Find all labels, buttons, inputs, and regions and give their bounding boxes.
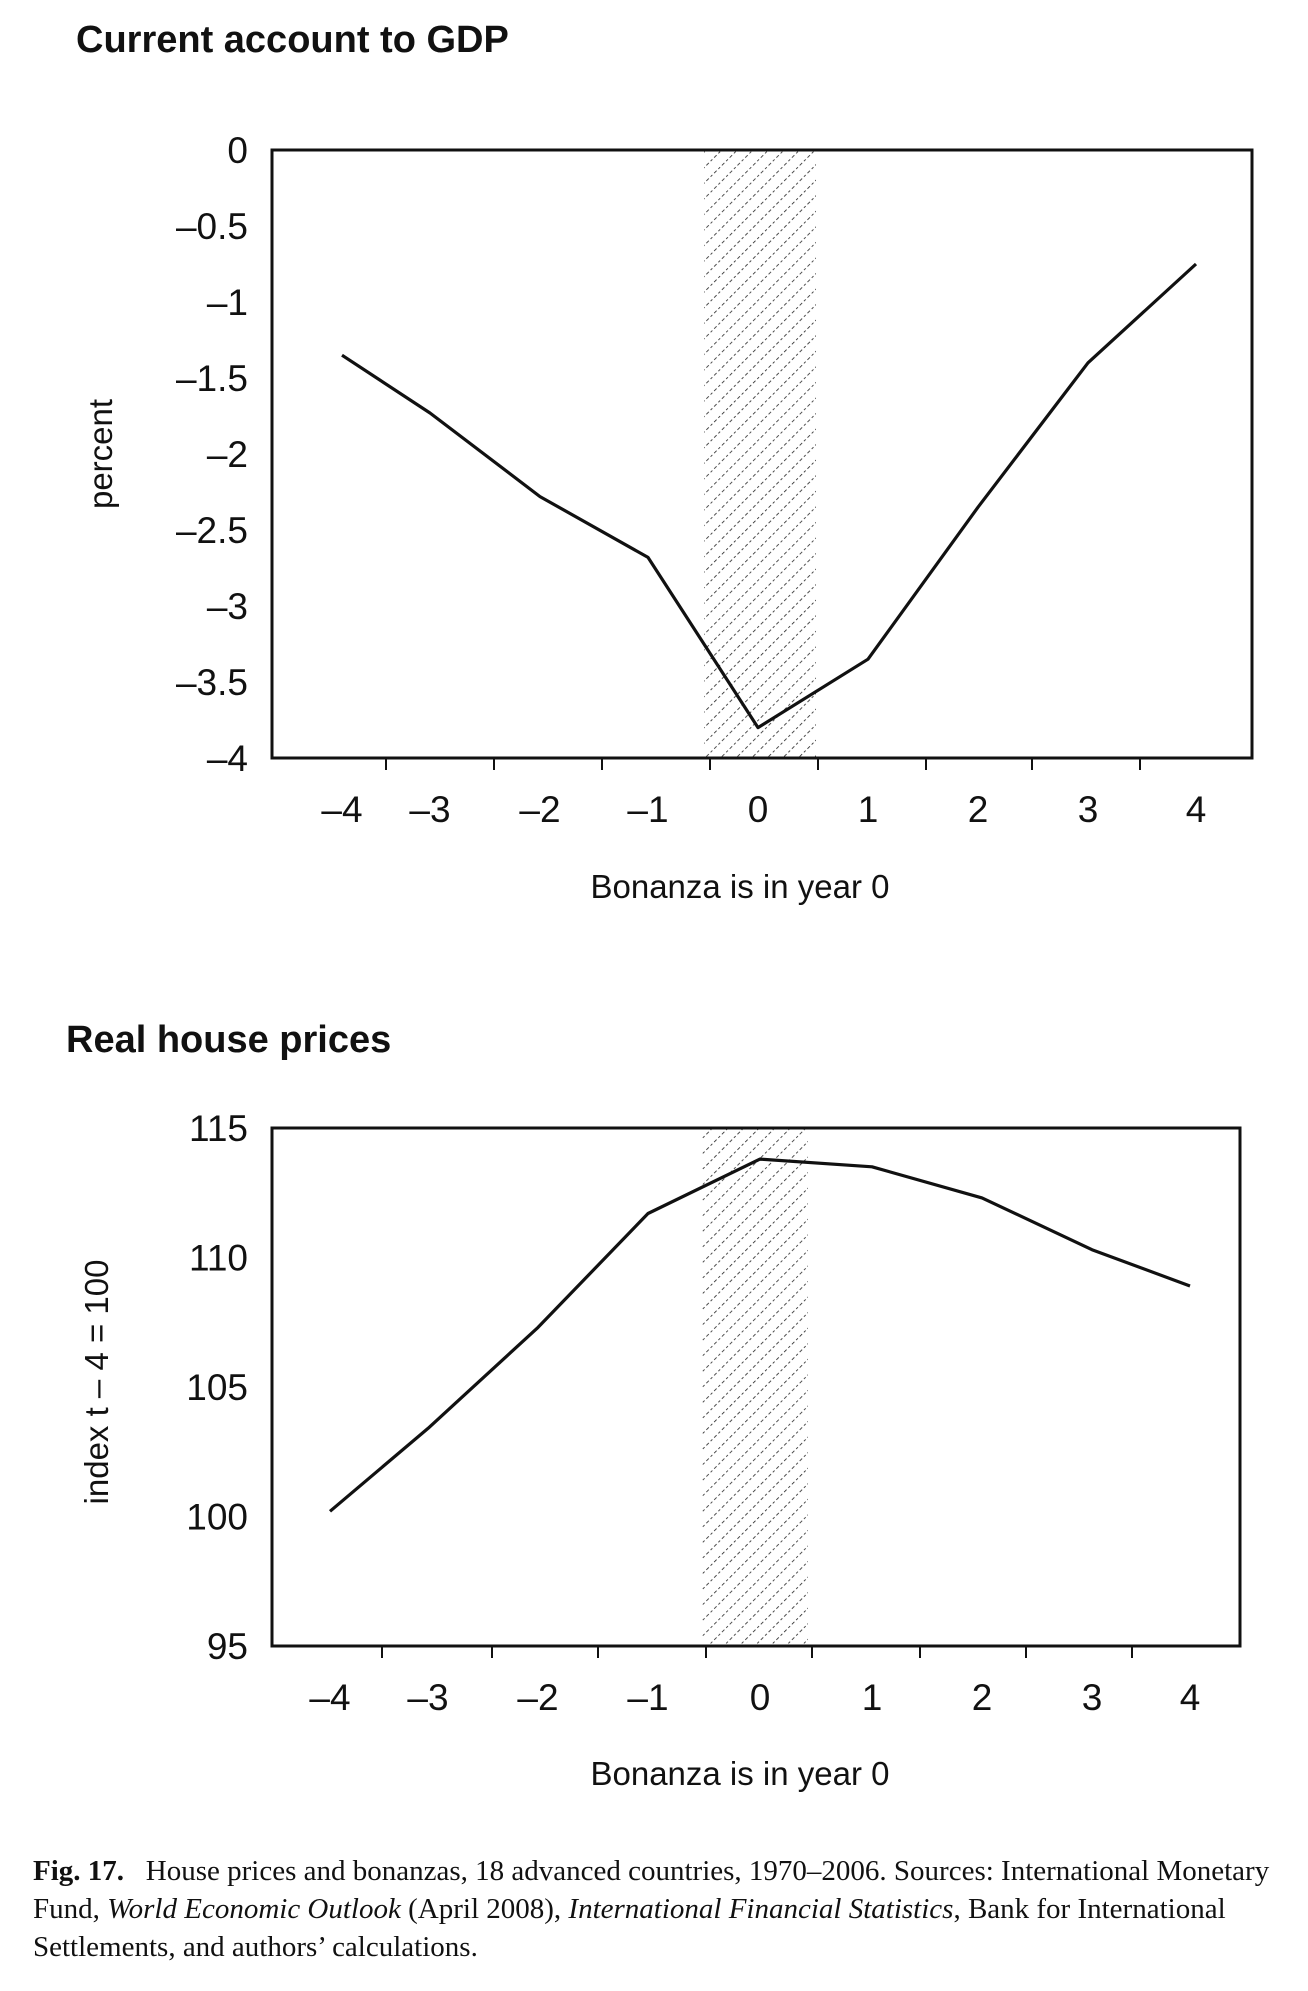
- y-axis-label: index t – 4 = 100: [78, 1260, 115, 1505]
- x-tick-label: –3: [409, 789, 450, 830]
- x-tick-label: –1: [627, 1677, 668, 1718]
- y-tick-label: –1: [207, 282, 248, 323]
- y-tick-label: 95: [207, 1626, 248, 1667]
- x-tick-label: 1: [858, 789, 879, 830]
- caption-text: , Bank for International Settlements, an…: [33, 1893, 1226, 1963]
- y-tick-label: 110: [189, 1238, 248, 1279]
- house-prices-chart: Real house prices 115 110 105 100 95 –4 –3 –2 –…: [66, 1019, 1242, 1792]
- caption-source-weo: World Economic Outlook: [107, 1893, 401, 1925]
- year0-shaded-band: [702, 1128, 808, 1646]
- caption-text: House prices and bonanzas, 18 advanced c…: [33, 1855, 1270, 1925]
- y-tick-label: –2.5: [176, 510, 248, 551]
- y-tick-label: 100: [186, 1497, 248, 1538]
- y-tick-label: –4: [207, 738, 248, 779]
- x-axis-label: Bonanza is in year 0: [590, 868, 889, 905]
- caption-text: (April 2008),: [400, 1893, 569, 1925]
- x-tick-label: –2: [519, 789, 560, 830]
- current-account-chart: Current account to GDP 0 –0.5 –1 –1.5 –2 –2.5…: [76, 19, 1254, 905]
- y-tick-label: –0.5: [176, 206, 248, 247]
- plot-frame: [270, 1126, 1242, 1648]
- x-tick-label: 4: [1186, 789, 1207, 830]
- chart-title: Real house prices: [66, 1019, 391, 1061]
- y-tick-label: –3: [207, 586, 248, 627]
- x-tick-label: –3: [407, 1677, 448, 1718]
- chart-title: Current account to GDP: [76, 19, 509, 61]
- y-tick-label: –1.5: [176, 358, 248, 399]
- x-tick-label: –4: [309, 1677, 350, 1718]
- x-tick-label: 0: [748, 789, 769, 830]
- x-tick-label: 0: [750, 1677, 771, 1718]
- x-tick-label: 2: [968, 789, 989, 830]
- y-tick-label: 105: [186, 1367, 248, 1408]
- caption-source-ifs: International Financial Statistics: [568, 1893, 954, 1925]
- series-line: [328, 1157, 1191, 1513]
- y-tick-label: 115: [189, 1108, 248, 1149]
- x-tick-label: –2: [517, 1677, 558, 1718]
- x-tick-label: –4: [321, 789, 362, 830]
- y-axis-label: percent: [82, 399, 119, 509]
- figure-caption: Fig. 17. House prices and bonanzas, 18 a…: [33, 1852, 1295, 1966]
- x-tick-label: 3: [1078, 789, 1099, 830]
- x-tick-label: 4: [1180, 1677, 1201, 1718]
- year0-shaded-band: [704, 150, 816, 758]
- y-tick-label: –2: [207, 434, 248, 475]
- x-tick-label: 1: [862, 1677, 883, 1718]
- y-tick-label: –3.5: [176, 662, 248, 703]
- x-axis-label: Bonanza is in year 0: [590, 1755, 889, 1792]
- x-tick-label: 2: [972, 1677, 993, 1718]
- series-line: [341, 262, 1198, 730]
- x-tick-label: –1: [627, 789, 668, 830]
- plot-frame: [270, 148, 1254, 760]
- x-tick-label: 3: [1082, 1677, 1103, 1718]
- figure-label: Fig. 17.: [33, 1855, 125, 1887]
- y-tick-label: 0: [227, 130, 248, 171]
